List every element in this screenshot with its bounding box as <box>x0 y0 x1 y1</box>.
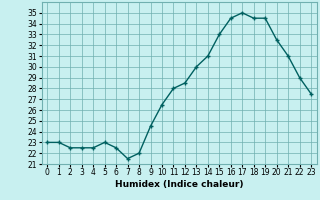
X-axis label: Humidex (Indice chaleur): Humidex (Indice chaleur) <box>115 180 244 189</box>
